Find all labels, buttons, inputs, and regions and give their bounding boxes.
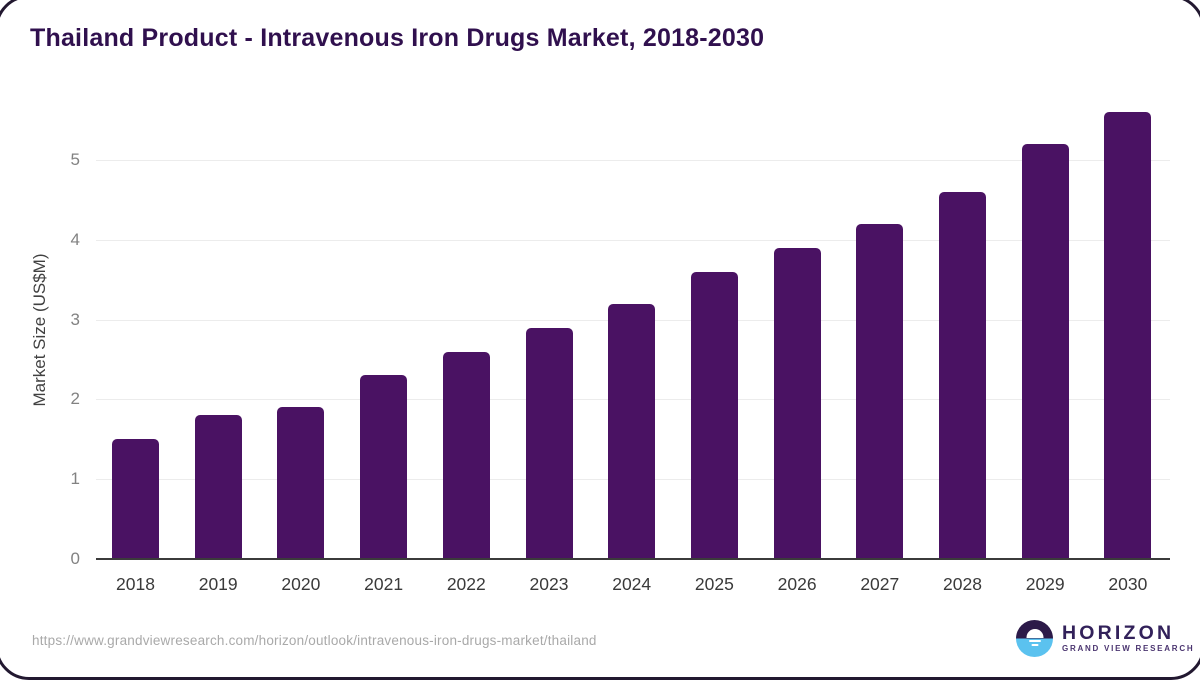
x-tick-label: 2021 (364, 574, 404, 594)
bar-2028 (939, 191, 986, 559)
horizon-logo: HORIZON GRAND VIEW RESEARCH (1016, 618, 1193, 658)
source-url: https://www.grandviewresearch.com/horizo… (32, 633, 597, 648)
y-tick-label: 2 (70, 389, 80, 409)
bar-2021 (360, 375, 408, 559)
bar-2027 (856, 223, 904, 559)
gridline-y5 (96, 160, 1170, 161)
x-tick-label: 2020 (281, 574, 321, 594)
x-tick-label: 2028 (943, 574, 982, 594)
x-tick-label: 2027 (860, 574, 900, 594)
bar-2020 (277, 407, 325, 559)
x-tick-label: 2018 (116, 574, 155, 594)
y-tick-label: 4 (70, 229, 80, 249)
bar-2030 (1104, 112, 1152, 559)
x-tick-label: 2026 (777, 574, 817, 594)
bar-2025 (690, 271, 738, 559)
x-tick-label: 2025 (694, 574, 734, 594)
logo-text-block: HORIZON GRAND VIEW RESEARCH (1062, 623, 1194, 653)
bar-2022 (442, 351, 490, 559)
y-tick-label: 3 (70, 309, 80, 329)
logo-tagline: GRAND VIEW RESEARCH (1062, 644, 1195, 653)
x-tick-label: 2019 (198, 574, 238, 594)
y-tick-label: 5 (70, 150, 80, 169)
horizon-sun-icon (1016, 619, 1053, 657)
x-axis-line (96, 558, 1170, 560)
bar-2019 (194, 415, 242, 559)
x-tick-label: 2030 (1108, 574, 1148, 594)
bar-2023 (525, 327, 573, 559)
bar-2018 (112, 439, 159, 559)
x-tick-label: 2022 (446, 574, 486, 594)
bar-2026 (773, 247, 821, 559)
x-tick-label: 2024 (612, 574, 652, 594)
bar-2024 (608, 303, 656, 559)
y-tick-label: 1 (70, 469, 80, 489)
y-axis-title: Market Size (US$M) (30, 253, 49, 407)
x-tick-label: 2029 (1025, 574, 1065, 594)
gridline-y4 (96, 239, 1170, 241)
y-tick-label: 0 (70, 549, 80, 568)
logo-name: HORIZON (1062, 622, 1175, 644)
x-tick-label: 2023 (529, 574, 569, 594)
bar-2029 (1021, 144, 1069, 559)
chart-title: Thailand Product - Intravenous Iron Drug… (30, 24, 765, 52)
